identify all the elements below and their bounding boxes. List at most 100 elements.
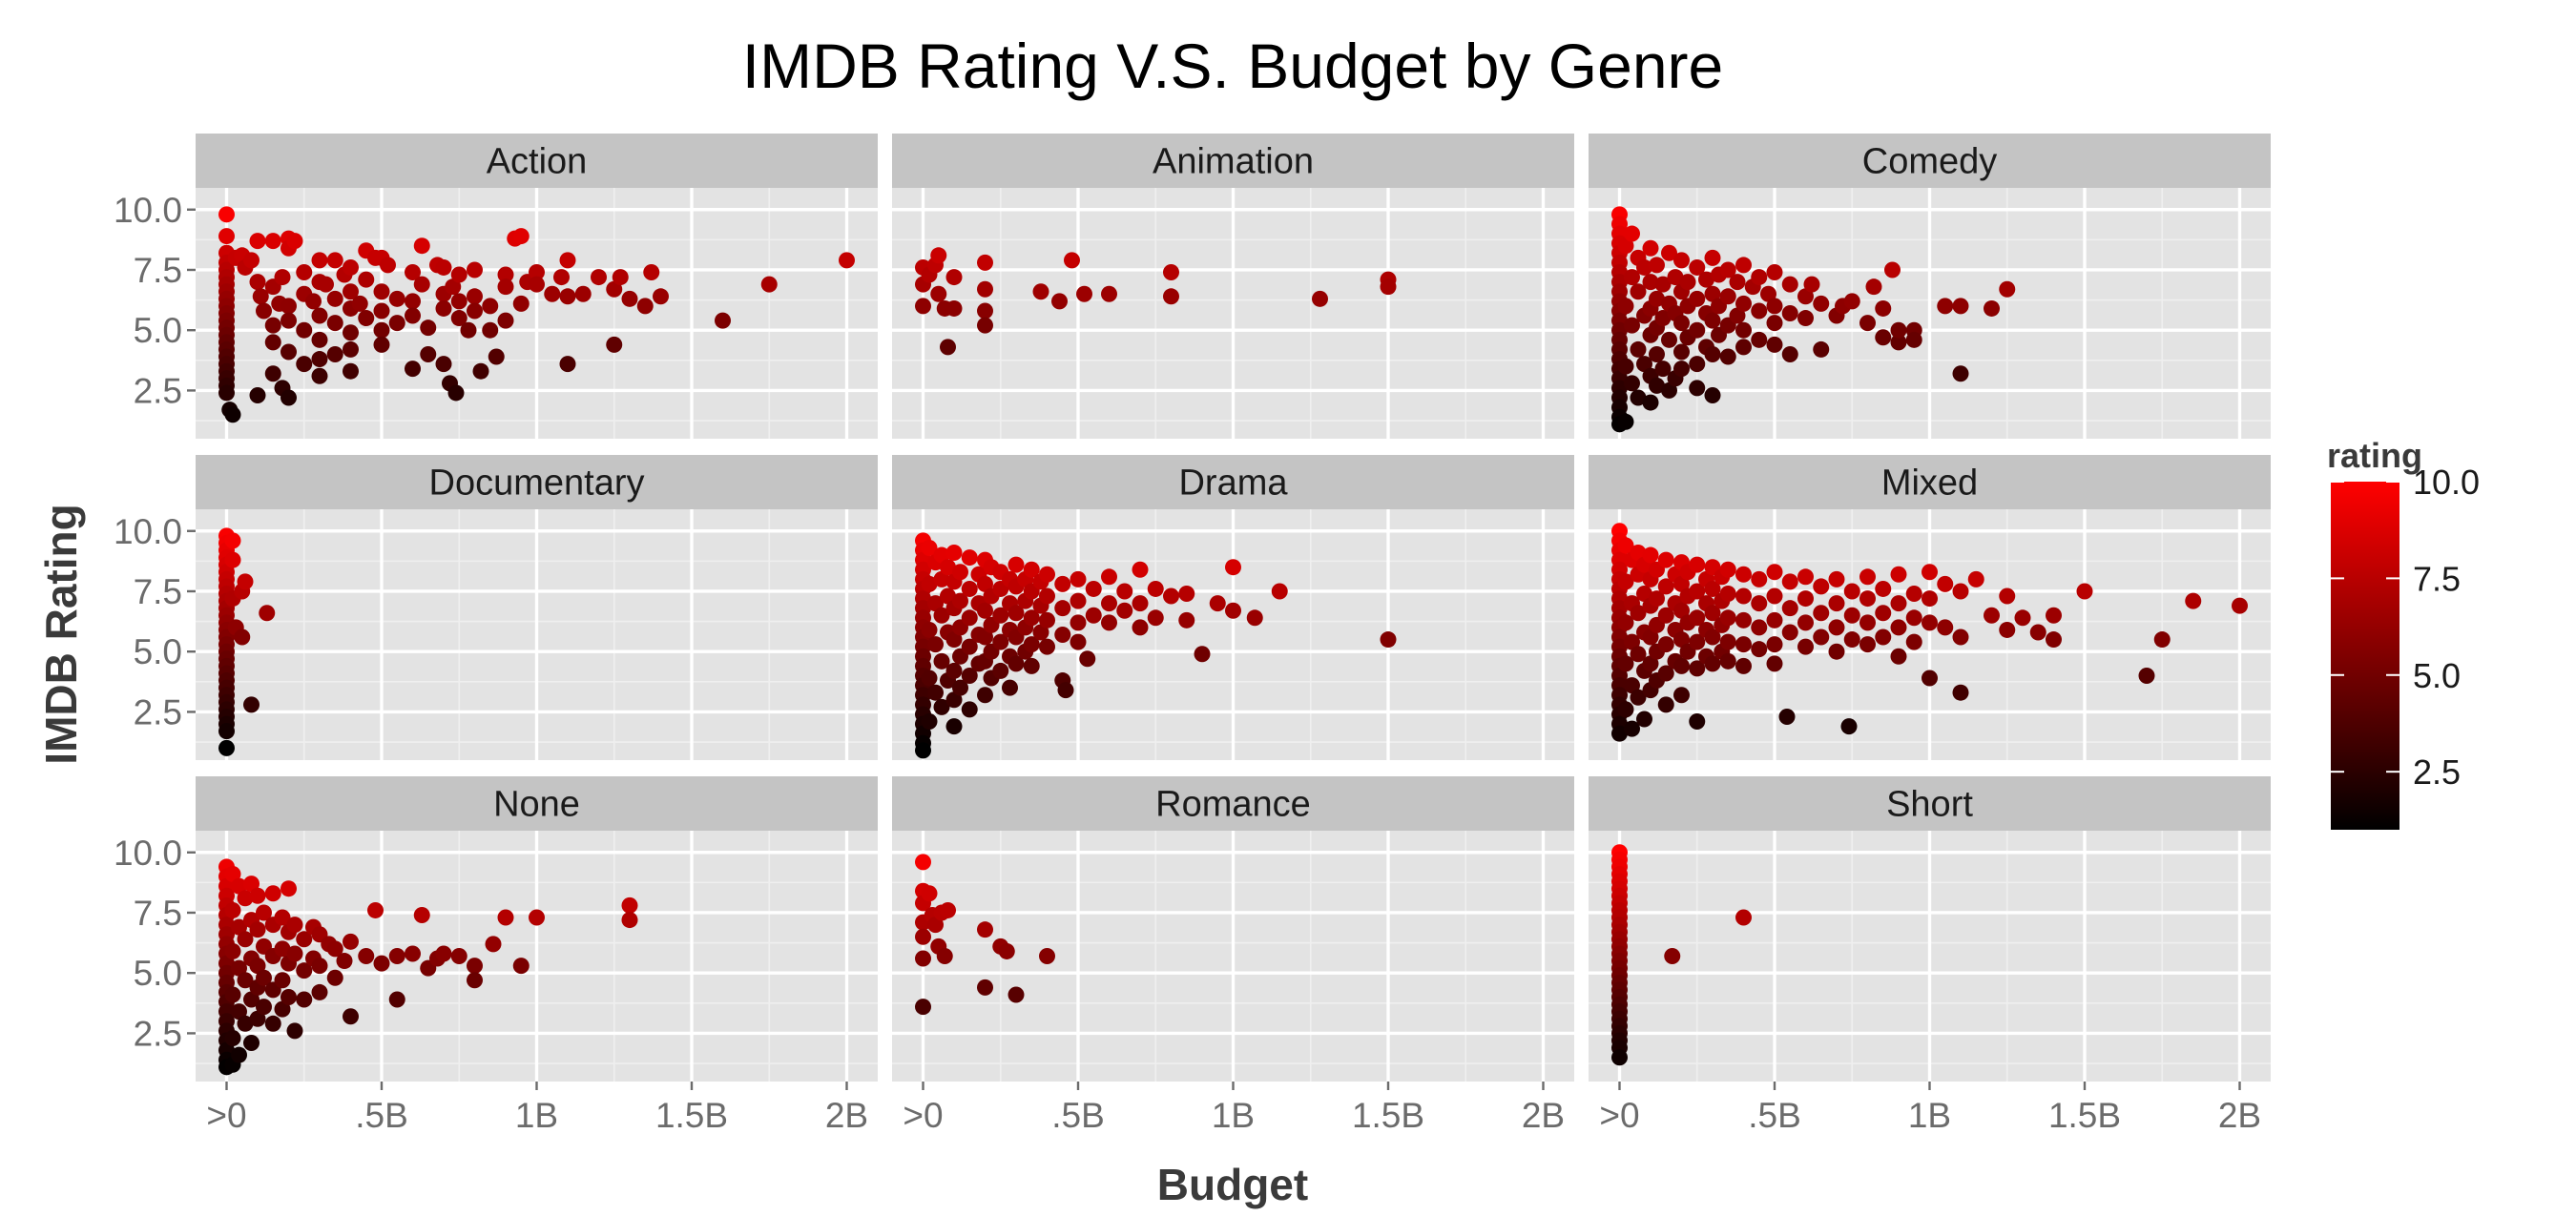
- data-point: [1828, 619, 1845, 636]
- data-point: [1875, 629, 1892, 646]
- data-point: [977, 979, 993, 996]
- data-point: [1312, 290, 1328, 307]
- data-point: [1642, 274, 1659, 291]
- data-point: [1689, 356, 1706, 373]
- data-point: [450, 310, 467, 327]
- data-point: [445, 278, 462, 296]
- data-point: [1624, 269, 1640, 286]
- facet-panel-mixed: Mixed: [1589, 455, 2271, 760]
- data-point: [256, 302, 272, 319]
- data-point: [1781, 345, 1798, 362]
- data-point: [296, 321, 313, 339]
- data-point: [1101, 614, 1117, 631]
- facet-strip-label: None: [493, 785, 580, 825]
- data-point: [1719, 348, 1736, 365]
- data-point: [237, 931, 254, 948]
- data-point: [544, 285, 561, 302]
- data-point: [1051, 293, 1068, 310]
- data-point: [264, 334, 281, 351]
- data-point: [1657, 636, 1674, 653]
- data-point: [1704, 345, 1721, 362]
- data-point: [1657, 578, 1674, 595]
- data-point: [280, 343, 297, 361]
- data-point: [497, 266, 514, 283]
- data-point: [529, 276, 545, 293]
- data-point: [1085, 580, 1102, 597]
- data-point: [1813, 295, 1830, 312]
- data-point: [296, 991, 313, 1008]
- data-point: [574, 285, 592, 302]
- data-point: [1922, 564, 1938, 581]
- data-point: [1689, 380, 1706, 397]
- data-point: [1704, 629, 1721, 646]
- data-point: [218, 739, 235, 756]
- data-point: [1642, 629, 1659, 646]
- data-point: [435, 356, 452, 373]
- data-point: [1813, 605, 1830, 622]
- facet-strip-label: Action: [487, 142, 588, 182]
- data-point: [497, 909, 514, 926]
- data-point: [1664, 948, 1681, 964]
- data-point: [715, 312, 731, 329]
- data-point: [1922, 670, 1938, 687]
- x-tick-label: 1.5B: [2048, 1096, 2121, 1135]
- data-point: [467, 958, 483, 975]
- y-tick-label: 10.0: [114, 191, 182, 230]
- data-point: [1952, 583, 1969, 600]
- data-point: [343, 340, 359, 358]
- data-point: [1630, 340, 1647, 358]
- data-point: [388, 290, 405, 307]
- data-point: [977, 280, 993, 298]
- data-point: [1147, 609, 1164, 627]
- data-point: [1719, 586, 1736, 603]
- data-point: [1085, 607, 1102, 624]
- data-point: [1719, 561, 1736, 578]
- data-point: [249, 887, 266, 904]
- data-point: [512, 295, 530, 312]
- data-point: [249, 921, 266, 938]
- data-point: [1163, 587, 1179, 605]
- data-point: [921, 575, 938, 592]
- data-point: [952, 564, 968, 581]
- data-point: [1704, 605, 1721, 622]
- x-tick-label: 2B: [825, 1096, 868, 1135]
- data-point: [224, 532, 241, 549]
- data-point: [1813, 629, 1830, 646]
- data-point: [1751, 595, 1768, 612]
- data-point: [1611, 1049, 1628, 1066]
- data-point: [1875, 299, 1892, 317]
- data-point: [921, 713, 938, 731]
- data-point: [358, 271, 375, 288]
- data-point: [1751, 619, 1768, 636]
- data-point: [1875, 605, 1892, 622]
- data-point: [1101, 568, 1117, 586]
- data-point: [921, 539, 938, 556]
- data-point: [460, 321, 477, 339]
- data-point: [1952, 629, 1969, 646]
- data-point: [977, 302, 993, 319]
- data-point: [1735, 321, 1752, 339]
- data-point: [1225, 559, 1241, 576]
- data-point: [296, 962, 313, 979]
- data-point: [1905, 586, 1922, 603]
- data-point: [1617, 298, 1634, 315]
- data-point: [936, 948, 953, 964]
- y-tick-label: 5.0: [134, 632, 182, 671]
- legend-tick-label: 5.0: [2413, 656, 2461, 695]
- data-point: [1884, 261, 1901, 278]
- data-point: [1657, 665, 1674, 682]
- data-point: [1890, 648, 1907, 665]
- data-point: [413, 237, 430, 255]
- data-point: [373, 302, 390, 319]
- data-point: [296, 264, 313, 281]
- data-point: [1246, 609, 1263, 627]
- data-point: [915, 854, 931, 871]
- data-point: [1636, 711, 1652, 728]
- data-point: [264, 885, 281, 902]
- data-point: [643, 264, 660, 281]
- data-point: [1781, 600, 1798, 617]
- data-point: [1225, 602, 1241, 619]
- data-point: [343, 324, 359, 341]
- facet-panel-animation: Animation: [892, 134, 1574, 439]
